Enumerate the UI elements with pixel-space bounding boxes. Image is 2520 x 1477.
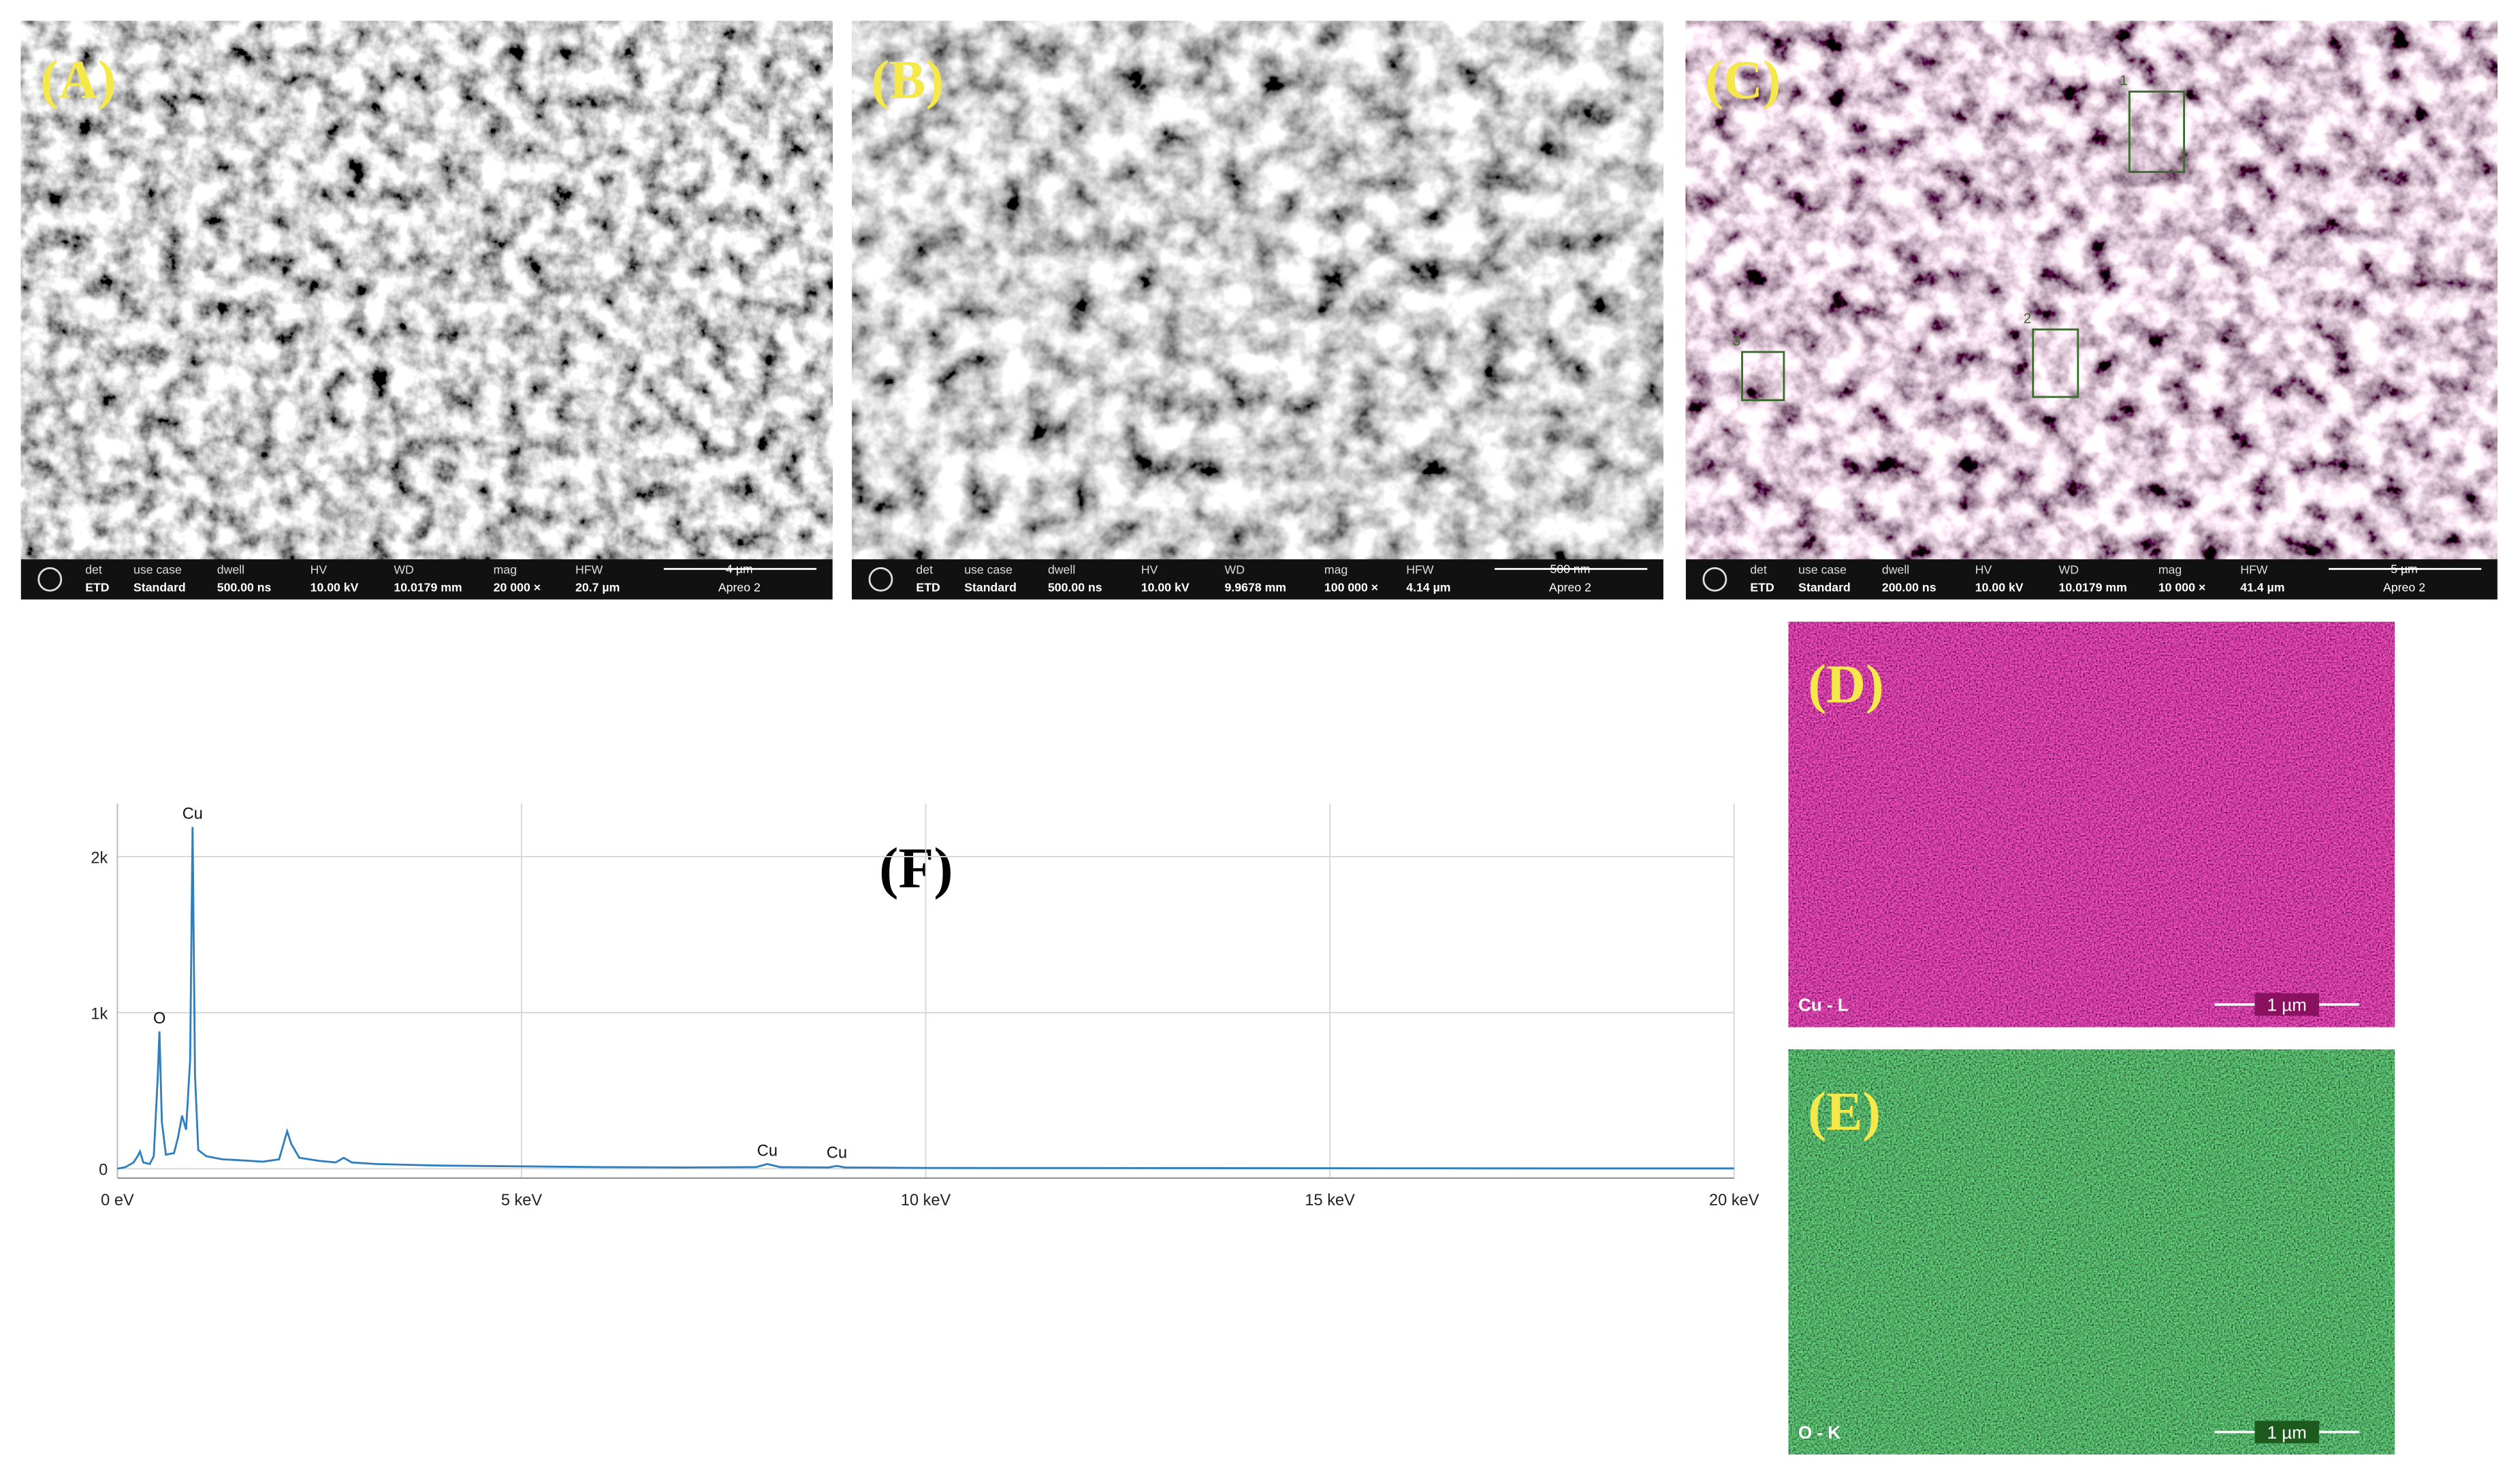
scale-label: 5 µm bbox=[2391, 562, 2418, 575]
info-value: 200.00 ns bbox=[1882, 581, 1936, 594]
info-value: ETD bbox=[1750, 581, 1774, 594]
info-header: WD bbox=[2059, 563, 2079, 577]
peak-label: O bbox=[153, 1010, 165, 1028]
chart-title: (F) bbox=[879, 836, 953, 900]
map-label: (E) bbox=[1808, 1081, 1881, 1142]
info-value: Standard bbox=[133, 581, 186, 594]
scale-label: 500 nm bbox=[1550, 562, 1591, 575]
info-value: 10.0179 mm bbox=[2059, 581, 2127, 594]
map-element: Cu - L bbox=[1798, 995, 1849, 1015]
y-tick-label: 2k bbox=[91, 849, 108, 867]
info-header: use case bbox=[964, 563, 1012, 577]
x-tick-label: 15 keV bbox=[1305, 1192, 1355, 1209]
map-scale-label: 1 µm bbox=[2267, 1422, 2307, 1442]
info-value: 20 000 × bbox=[494, 581, 541, 594]
roi-label: 2 bbox=[2024, 310, 2032, 326]
roi-label: 1 bbox=[2120, 72, 2128, 89]
x-tick-label: 5 keV bbox=[501, 1192, 543, 1209]
info-header: dwell bbox=[1882, 563, 1909, 577]
x-tick-label: 20 keV bbox=[1709, 1192, 1759, 1209]
info-value: ETD bbox=[85, 581, 110, 594]
instrument: Apreo 2 bbox=[718, 581, 761, 594]
info-header: WD bbox=[394, 563, 413, 577]
info-bar bbox=[1685, 559, 2498, 600]
instrument: Apreo 2 bbox=[1549, 581, 1591, 594]
map-scale-bg bbox=[2254, 1420, 2319, 1444]
panel-label: (A) bbox=[40, 50, 116, 110]
info-value: ETD bbox=[916, 581, 940, 594]
info-value: Standard bbox=[964, 581, 1017, 594]
map-label: (D) bbox=[1808, 654, 1883, 714]
info-value: 41.4 µm bbox=[2240, 581, 2284, 594]
info-value: 10.00 kV bbox=[310, 581, 359, 594]
info-value: 4.14 µm bbox=[1406, 581, 1450, 594]
roi-box bbox=[2032, 328, 2079, 398]
map-element: O - K bbox=[1798, 1422, 1840, 1442]
spectrum-line bbox=[117, 827, 1734, 1170]
info-header: HFW bbox=[2240, 563, 2268, 577]
info-value: 20.7 µm bbox=[575, 581, 620, 594]
peak-label: Cu bbox=[757, 1143, 778, 1160]
info-header: use case bbox=[1798, 563, 1847, 577]
info-value: 500.00 ns bbox=[217, 581, 272, 594]
info-header: mag bbox=[2158, 563, 2182, 577]
info-header: dwell bbox=[1048, 563, 1075, 577]
info-header: mag bbox=[1324, 563, 1347, 577]
info-header: det bbox=[85, 563, 102, 577]
logo bbox=[868, 567, 893, 592]
map-scale-bg bbox=[2254, 993, 2319, 1016]
y-tick-label: 0 bbox=[99, 1162, 108, 1179]
element-map bbox=[1788, 1049, 2395, 1455]
peak-label: Cu bbox=[827, 1144, 847, 1162]
info-value: 9.9678 mm bbox=[1225, 581, 1286, 594]
logo bbox=[37, 567, 63, 592]
info-value: 10.00 kV bbox=[1975, 581, 2024, 594]
info-header: HV bbox=[1141, 563, 1158, 577]
roi-box bbox=[1741, 351, 1785, 402]
info-value: Standard bbox=[1798, 581, 1851, 594]
info-value: 500.00 ns bbox=[1048, 581, 1102, 594]
info-header: det bbox=[916, 563, 933, 577]
info-header: HV bbox=[1975, 563, 1992, 577]
info-header: WD bbox=[1225, 563, 1245, 577]
info-header: dwell bbox=[217, 563, 244, 577]
roi-box bbox=[2128, 91, 2186, 173]
info-header: use case bbox=[133, 563, 182, 577]
sem-image bbox=[1685, 20, 2498, 560]
info-header: HV bbox=[310, 563, 328, 577]
info-bar bbox=[852, 559, 1663, 600]
roi-label: 3 bbox=[1732, 332, 1740, 349]
x-tick-label: 0 eV bbox=[101, 1192, 134, 1209]
element-map bbox=[1788, 622, 2395, 1028]
info-value: 100 000 × bbox=[1324, 581, 1378, 594]
info-value: 10.00 kV bbox=[1141, 581, 1190, 594]
peak-label: Cu bbox=[182, 806, 203, 823]
scale-label: 4 µm bbox=[726, 562, 753, 575]
info-bar bbox=[20, 559, 833, 600]
info-header: HFW bbox=[575, 563, 603, 577]
sem-image bbox=[852, 20, 1663, 560]
info-value: 10 000 × bbox=[2158, 581, 2205, 594]
info-header: mag bbox=[494, 563, 517, 577]
x-tick-label: 10 keV bbox=[901, 1192, 951, 1209]
panel-label: (B) bbox=[871, 50, 944, 110]
info-header: det bbox=[1750, 563, 1767, 577]
info-value: 10.0179 mm bbox=[394, 581, 462, 594]
logo bbox=[1702, 567, 1727, 592]
sem-image bbox=[20, 20, 833, 560]
map-scale-label: 1 µm bbox=[2267, 995, 2307, 1015]
panel-label: (C) bbox=[1705, 50, 1781, 110]
y-tick-label: 1k bbox=[91, 1006, 108, 1023]
instrument: Apreo 2 bbox=[2383, 581, 2425, 594]
info-header: HFW bbox=[1406, 563, 1434, 577]
